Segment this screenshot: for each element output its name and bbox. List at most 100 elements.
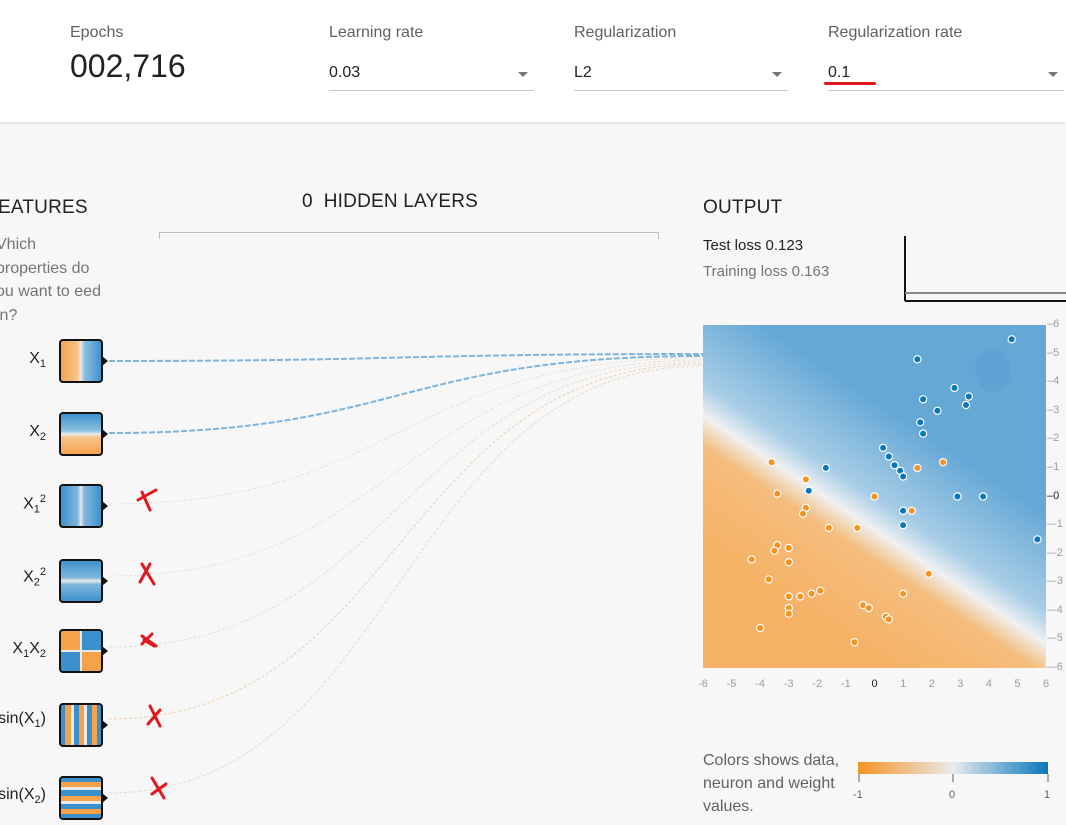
y-tick-label: –-6 xyxy=(1047,661,1063,673)
y-tick-label: –-5 xyxy=(1047,632,1063,645)
legend-mid: 0 xyxy=(949,789,956,801)
x-tick-label: 3 xyxy=(957,678,964,690)
data-point xyxy=(918,395,928,404)
hidden-layers-bracket xyxy=(159,232,659,239)
feature-x1-tile[interactable] xyxy=(59,339,109,383)
data-point xyxy=(807,589,816,598)
regularization-rate-value: 0.1 xyxy=(828,64,851,81)
data-point xyxy=(804,486,814,495)
y-tick-label: –-4 xyxy=(1047,603,1063,616)
feature-label-x2: X2 xyxy=(29,423,46,444)
data-point xyxy=(953,492,962,501)
x-tick-label: -2 xyxy=(812,678,823,690)
red-x-annotations xyxy=(136,488,168,800)
link-sinx1 xyxy=(108,363,704,720)
feature-x1-squared-tile[interactable] xyxy=(59,484,109,528)
x-tick-label: 0 xyxy=(871,678,878,690)
legend-max: 1 xyxy=(1044,789,1051,801)
feature-label-x2-squared: X22 xyxy=(23,566,46,589)
legend-ticks xyxy=(858,774,1049,782)
data-point xyxy=(853,523,862,533)
data-point xyxy=(938,457,948,467)
data-point xyxy=(784,609,794,618)
decision-heatmap xyxy=(703,325,1046,668)
y-tick-label: –1 xyxy=(1047,460,1060,473)
y-tick-label: –-3 xyxy=(1047,575,1063,588)
link-x1sq xyxy=(108,357,704,505)
feature-x1x2-thumbnail xyxy=(59,629,103,673)
color-legend-bar xyxy=(858,762,1048,774)
feature-x2-squared-thumbnail xyxy=(59,559,103,603)
hidden-layers-count: 0 xyxy=(302,191,313,212)
legend-text: Colors shows data, neuron and weight val… xyxy=(703,752,840,815)
y-tick-label: –5 xyxy=(1047,346,1060,359)
data-point xyxy=(824,523,834,533)
link-x2 xyxy=(108,355,704,434)
regularization-label: Regularization xyxy=(574,24,677,41)
data-point xyxy=(913,355,922,364)
data-point xyxy=(933,406,942,416)
feature-sin-x1-tile[interactable] xyxy=(59,703,109,747)
loss-chart xyxy=(904,236,1066,302)
feature-label-x1x2: X1X2 xyxy=(12,640,46,661)
x-tick-label: -3 xyxy=(783,678,794,690)
scatter-plot xyxy=(747,335,1042,647)
y-tick-label: –2 xyxy=(1047,432,1060,445)
link-x1 xyxy=(108,353,704,362)
data-point xyxy=(898,472,908,481)
data-point xyxy=(821,463,831,473)
feature-sin-x2-tile[interactable] xyxy=(59,776,109,820)
feature-x1-thumbnail xyxy=(59,339,103,383)
regularization-select[interactable]: L2 xyxy=(574,58,788,91)
data-point xyxy=(950,383,959,393)
link-x2sq xyxy=(108,359,704,577)
feature-sin-x1-thumbnail xyxy=(59,703,103,747)
output-title: OUTPUT xyxy=(703,197,783,218)
data-point xyxy=(784,592,794,601)
data-point xyxy=(913,463,922,473)
test-loss: Test loss 0.123 xyxy=(703,237,804,254)
y-tick-label: –0 xyxy=(1047,489,1060,502)
data-point xyxy=(764,575,773,584)
chevron-down-icon xyxy=(1048,72,1058,77)
x-tick-label: 6 xyxy=(1043,678,1050,690)
feature-x1x2-tile[interactable] xyxy=(59,629,109,673)
regularization-rate-select[interactable]: 0.1 xyxy=(828,58,1064,91)
features-question: Vhich properties do ou want to eed in? xyxy=(0,236,101,324)
y-tick-label: –-2 xyxy=(1047,546,1063,559)
chevron-down-icon xyxy=(772,72,782,77)
y-tick-label: –3 xyxy=(1047,403,1060,416)
feature-x2-tile[interactable] xyxy=(59,412,109,456)
data-point xyxy=(767,457,776,467)
learning-rate-select[interactable]: 0.03 xyxy=(329,58,534,91)
data-point xyxy=(890,460,899,470)
features-title: EATURES xyxy=(0,197,88,218)
data-point xyxy=(884,615,893,624)
x-tick-label: -4 xyxy=(755,678,765,690)
data-point xyxy=(864,603,873,613)
training-loss: Training loss 0.163 xyxy=(703,263,830,280)
data-point xyxy=(978,492,988,501)
data-point xyxy=(915,417,925,427)
x-tick-label: -5 xyxy=(726,678,737,690)
regularization-rate-label: Regularization rate xyxy=(828,24,963,41)
data-point xyxy=(870,492,879,501)
y-tick-label: –-1 xyxy=(1047,518,1063,531)
data-point xyxy=(961,400,971,410)
feature-x2-squared-tile[interactable] xyxy=(59,559,109,603)
data-point xyxy=(918,429,928,438)
data-point xyxy=(795,592,805,601)
x-tick-label: -6 xyxy=(698,678,708,690)
data-point xyxy=(898,520,908,530)
data-point xyxy=(878,443,888,453)
data-point xyxy=(798,509,808,518)
data-point xyxy=(884,452,893,461)
data-point xyxy=(898,589,908,598)
feature-label-sin-x2: sin(X2) xyxy=(0,786,46,807)
chevron-down-icon xyxy=(518,72,528,77)
feature-x2-thumbnail xyxy=(59,412,103,456)
feature-sin-x2-thumbnail xyxy=(59,776,103,820)
x-tick-label: 1 xyxy=(900,678,907,690)
x-tick-label: -1 xyxy=(840,678,851,690)
